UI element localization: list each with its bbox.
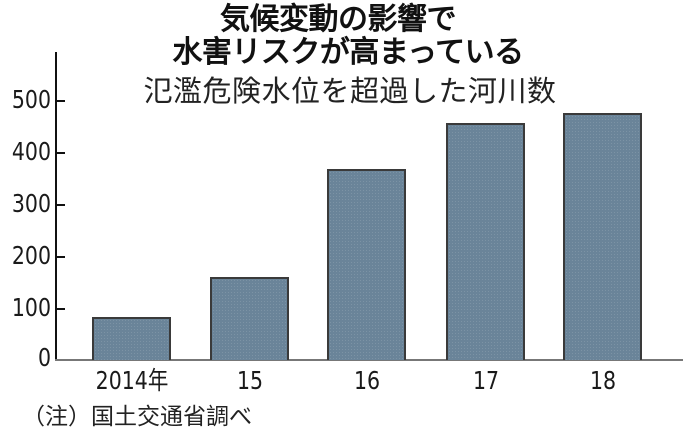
chart-title-line-2: 水害リスクが高まっている [172,35,524,70]
bar-2017 [446,122,525,360]
y-tick-200 [57,256,65,258]
y-tick-label-500: 500 [11,85,52,114]
bar-2016 [327,169,406,360]
x-axis-line [55,359,683,361]
bar-2014 [92,316,171,360]
bar-2018 [563,113,642,360]
x-label-2015: 15 [236,366,264,395]
y-tick-label-200: 200 [11,241,52,270]
bar-2015 [210,276,289,360]
y-tick-300 [57,204,65,206]
y-tick-label-0: 0 [37,343,51,372]
y-tick-label-100: 100 [11,293,52,322]
y-tick-label-400: 400 [11,137,52,166]
x-label-2017: 17 [472,366,500,395]
y-tick-label-300: 300 [11,189,52,218]
chart-title-line-1: 気候変動の影響で [220,2,457,37]
x-label-2014: 2014年 [95,366,169,395]
source-footnote: （注）国土交通省調べ [22,404,252,430]
y-tick-500 [57,100,65,102]
x-label-2016: 16 [353,366,381,395]
x-label-2018: 18 [589,366,617,395]
y-tick-400 [57,152,65,154]
y-tick-100 [57,308,65,310]
chart-subtitle-text: 氾濫危険水位を超過した河川数 [143,74,557,108]
y-axis-line [55,52,57,361]
chart-subtitle: 氾濫危険水位を超過した河川数 [0,73,696,109]
